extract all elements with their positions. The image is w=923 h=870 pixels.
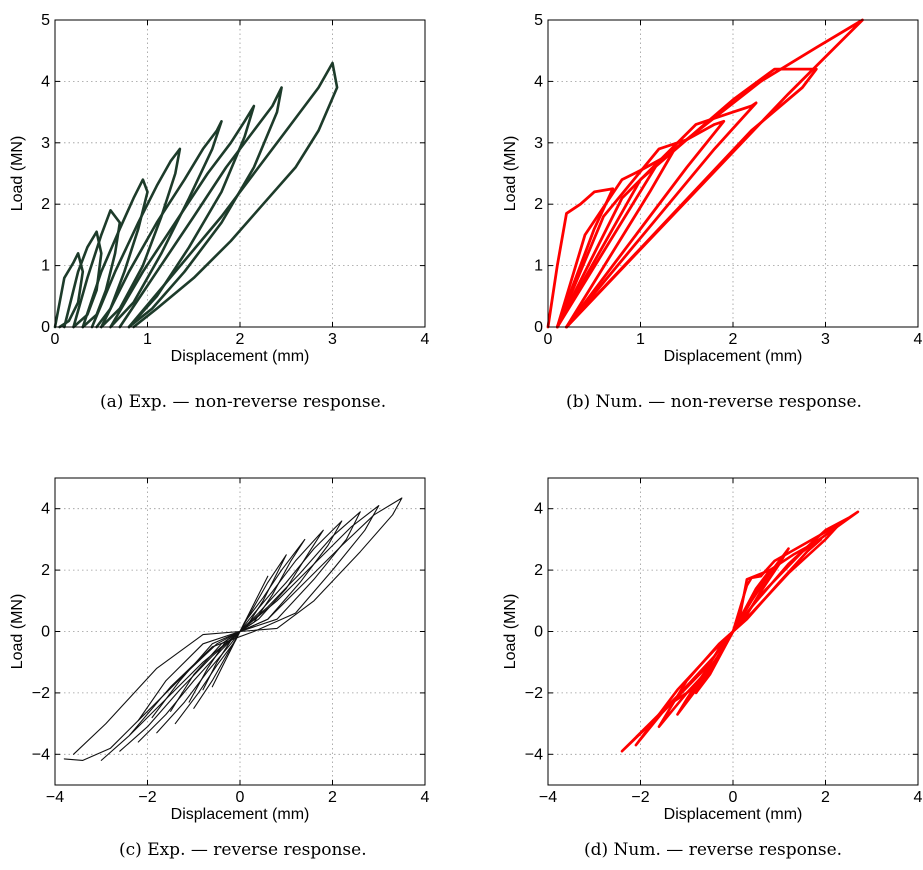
y-tick-label: 5 bbox=[534, 12, 543, 29]
series-line bbox=[546, 187, 615, 329]
series-group bbox=[546, 18, 864, 329]
y-tick-label: 1 bbox=[534, 258, 543, 275]
y-tick-label: 0 bbox=[41, 624, 50, 641]
y-tick-label: 4 bbox=[534, 501, 543, 518]
x-tick-label: 4 bbox=[914, 789, 923, 806]
y-tick-label: 0 bbox=[534, 319, 543, 336]
x-tick-label: 2 bbox=[729, 331, 738, 348]
series-line bbox=[118, 86, 283, 329]
y-axis-label: Load (MN) bbox=[9, 136, 26, 212]
x-axis-label: Displacement (mm) bbox=[171, 348, 310, 365]
series-line bbox=[119, 511, 361, 752]
y-tick-label: 2 bbox=[534, 196, 543, 213]
y-tick-label: 0 bbox=[534, 624, 543, 641]
series-line bbox=[694, 568, 772, 695]
x-tick-label: 1 bbox=[143, 331, 152, 348]
x-tick-label: 2 bbox=[236, 331, 245, 348]
series-line bbox=[109, 104, 256, 329]
y-tick-label: 2 bbox=[534, 562, 543, 579]
caption-a: (a) Exp. — non-reverse response. bbox=[100, 392, 387, 412]
x-tick-label: 2 bbox=[328, 789, 337, 806]
series-line bbox=[211, 575, 269, 688]
series-line bbox=[81, 178, 149, 329]
x-tick-label: 0 bbox=[51, 331, 60, 348]
chart-c: −4 −2 0 2 4 −4 −2 0 2 4 Displacement (mm) Load (MN) bbox=[9, 477, 430, 823]
y-tick-label: −4 bbox=[525, 746, 543, 763]
x-tick-label: 0 bbox=[236, 789, 245, 806]
series-line bbox=[90, 147, 182, 329]
y-tick-label: 3 bbox=[534, 135, 543, 152]
x-axis-label: Displacement (mm) bbox=[664, 348, 803, 365]
series-line bbox=[137, 520, 343, 743]
series-group bbox=[53, 61, 339, 329]
series-line bbox=[174, 538, 306, 725]
x-tick-label: 0 bbox=[729, 789, 738, 806]
x-tick-label: 4 bbox=[421, 789, 430, 806]
y-tick-label: −4 bbox=[32, 746, 50, 763]
y-tick-label: 3 bbox=[41, 135, 50, 152]
x-tick-label: −2 bbox=[138, 789, 156, 806]
x-tick-label: 4 bbox=[914, 331, 923, 348]
y-axis-label: Load (MN) bbox=[502, 136, 519, 212]
y-tick-label: 1 bbox=[41, 258, 50, 275]
y-tick-label: 4 bbox=[534, 73, 543, 90]
y-tick-label: 4 bbox=[41, 501, 50, 518]
y-axis-label: Load (MN) bbox=[9, 594, 26, 670]
chart-d: −4 −2 0 2 4 −4 −2 0 2 4 Displacement (mm) Load (MN) bbox=[502, 477, 923, 823]
caption-d: (d) Num. — reverse response. bbox=[584, 840, 843, 860]
y-tick-label: −2 bbox=[32, 685, 50, 702]
chart-b: 0 1 2 3 4 0 1 2 3 4 5 Displacement (mm) Load (MN) bbox=[502, 12, 923, 365]
x-tick-label: 2 bbox=[821, 789, 830, 806]
series-line bbox=[555, 18, 864, 329]
x-tick-label: 0 bbox=[544, 331, 553, 348]
series-line bbox=[193, 554, 287, 709]
caption-c: (c) Exp. — reverse response. bbox=[119, 840, 367, 860]
series-group bbox=[620, 510, 860, 753]
series-line bbox=[100, 120, 223, 329]
y-tick-label: 2 bbox=[41, 196, 50, 213]
x-tick-label: 3 bbox=[821, 331, 830, 348]
x-tick-label: −4 bbox=[539, 789, 557, 806]
y-tick-label: 5 bbox=[41, 12, 50, 29]
x-tick-label: −2 bbox=[631, 789, 649, 806]
y-tick-label: 2 bbox=[41, 562, 50, 579]
y-tick-label: 0 bbox=[41, 319, 50, 336]
series-line bbox=[555, 119, 726, 329]
series-line bbox=[127, 61, 339, 329]
x-tick-label: 4 bbox=[421, 331, 430, 348]
caption-b: (b) Num. — non-reverse response. bbox=[566, 392, 862, 412]
series-line bbox=[555, 150, 675, 329]
series-line bbox=[555, 101, 758, 329]
x-axis-label: Displacement (mm) bbox=[664, 806, 803, 823]
chart-a: 0 1 2 3 4 0 1 2 3 4 5 Displacement (mm) Load (MN) bbox=[9, 12, 430, 365]
y-tick-label: −2 bbox=[525, 685, 543, 702]
y-tick-label: 4 bbox=[41, 73, 50, 90]
x-tick-label: −4 bbox=[46, 789, 64, 806]
y-axis-label: Load (MN) bbox=[502, 594, 519, 670]
x-tick-label: 1 bbox=[636, 331, 645, 348]
x-tick-label: 3 bbox=[328, 331, 337, 348]
x-axis-label: Displacement (mm) bbox=[171, 806, 310, 823]
series-group bbox=[63, 497, 403, 761]
